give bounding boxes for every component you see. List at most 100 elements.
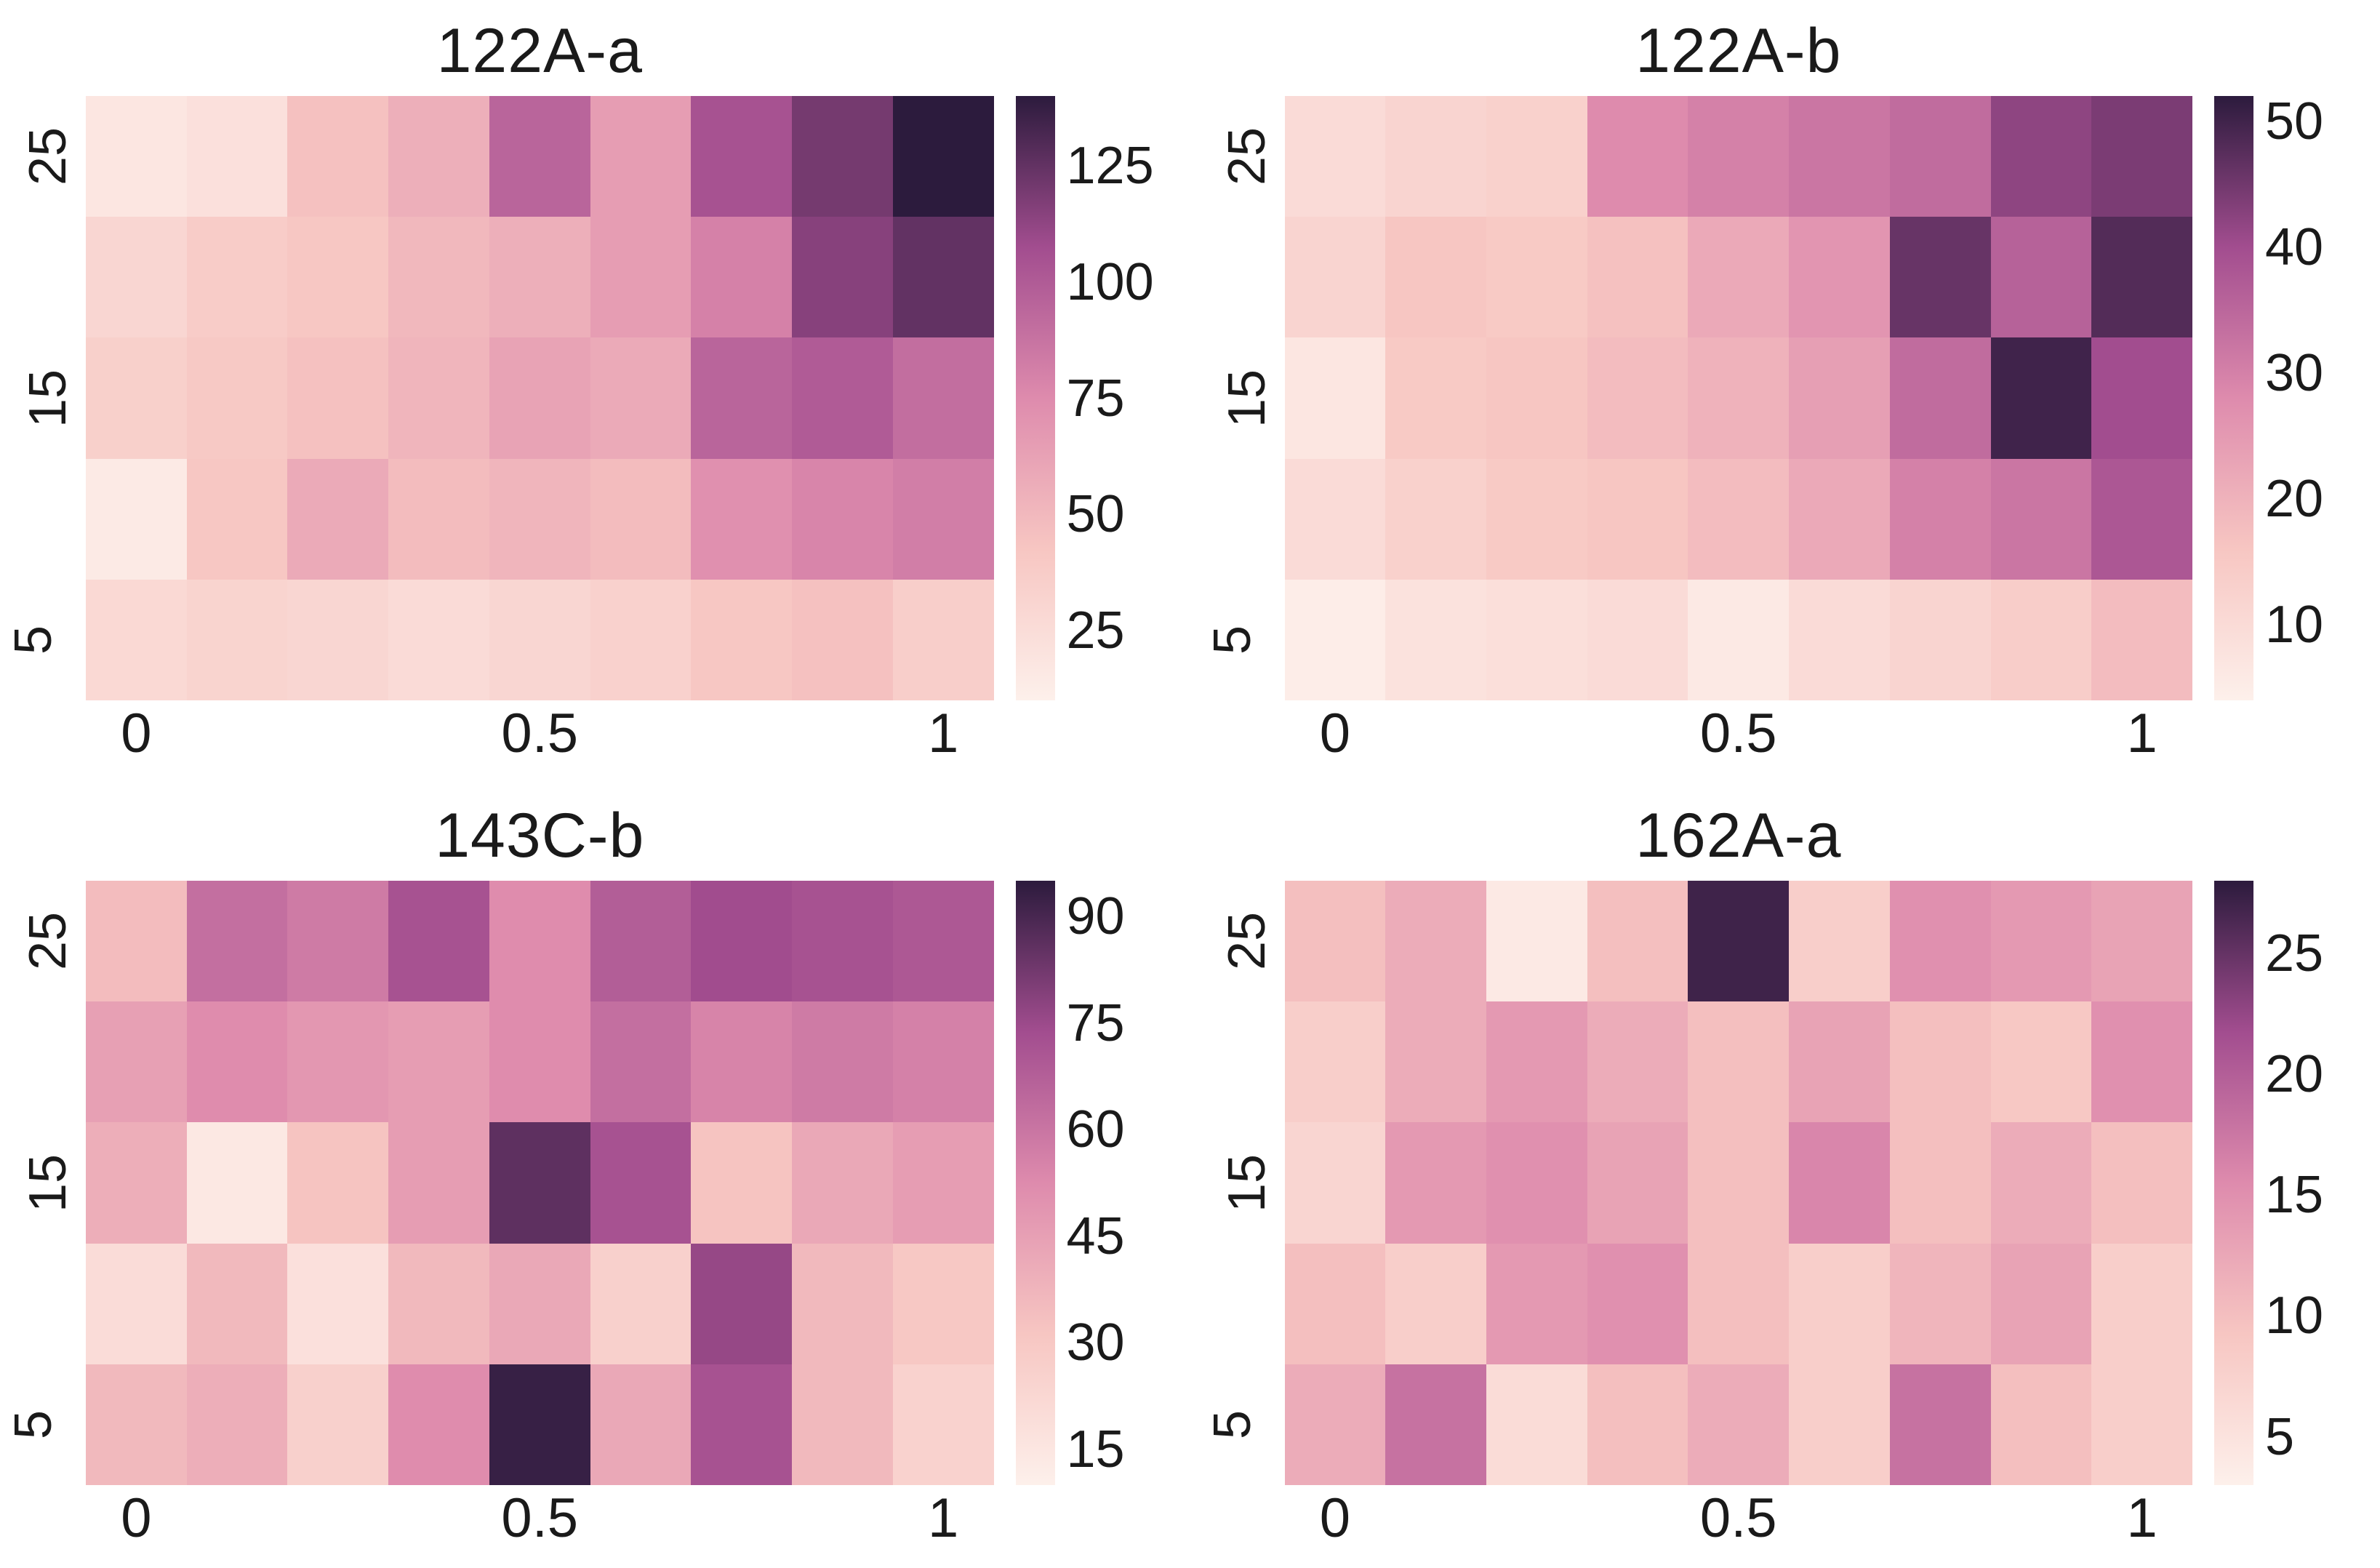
panel-title: 143C-b (435, 801, 645, 871)
heatmap-cell (590, 96, 692, 217)
panel-122A-b: 122A-b 25 15 5 10 20 30 40 50 0 0.5 1 (1203, 10, 2360, 776)
heatmap-cell (489, 217, 590, 338)
heatmap-cell (1284, 1243, 1386, 1364)
x-axis-ticks: 0 0.5 1 (1285, 700, 2193, 776)
heatmap-cell (287, 337, 389, 459)
heatmap-cell (1385, 1364, 1486, 1485)
heatmap-cell (691, 1001, 793, 1123)
heatmap-cell (1385, 337, 1486, 459)
heatmap-cell (2091, 217, 2192, 338)
heatmap-cell (86, 1001, 187, 1123)
heatmap-cell (892, 458, 994, 580)
heatmap-cell (1486, 1364, 1587, 1485)
heatmap-cell (892, 337, 994, 459)
heatmap-cell (1789, 1001, 1890, 1123)
colorbar-tick-label: 60 (1066, 1100, 1125, 1159)
heatmap-cell (892, 579, 994, 700)
heatmap-cell (1486, 96, 1587, 217)
heatmap-cell (1284, 1122, 1386, 1244)
heatmap-cell (1889, 1364, 1991, 1485)
heatmap-cell (691, 96, 793, 217)
heatmap-cell (388, 1364, 489, 1485)
heatmap-cell (1284, 458, 1386, 580)
heatmap-cell (186, 1122, 288, 1244)
heatmap-cell (86, 881, 187, 1002)
heatmap-cell (1889, 1122, 1991, 1244)
colorbar-tick-label: 30 (2265, 343, 2324, 402)
heatmap-cell (1587, 337, 1688, 459)
heatmap-cell (1990, 217, 2092, 338)
heatmap-cell (792, 1001, 893, 1123)
heatmap-cell (691, 881, 793, 1002)
heatmap-cell (489, 96, 590, 217)
heatmap-cell (186, 337, 288, 459)
heatmap-cell (1789, 96, 1890, 217)
heatmap-cell (287, 1001, 389, 1123)
heatmap-cell (1789, 1364, 1890, 1485)
heatmap-cell (892, 217, 994, 338)
heatmap-cell (1385, 1122, 1486, 1244)
heatmap-cell (186, 1243, 288, 1364)
colorbar-tick-label: 50 (2265, 92, 2324, 151)
colorbar-tick-label: 25 (2265, 924, 2324, 983)
heatmap-cell (1587, 1001, 1688, 1123)
heatmap-cell (388, 96, 489, 217)
heatmap-cell (1990, 1364, 2092, 1485)
panel-162A-a: 162A-a 25 15 5 5 10 15 20 25 0 0.5 1 (1203, 795, 2360, 1561)
heatmap-cell (892, 1243, 994, 1364)
heatmap-cell (590, 579, 692, 700)
heatmap-cell (1889, 1243, 1991, 1364)
colorbar: 5 10 15 20 25 (2192, 881, 2360, 1485)
heatmap-cell (186, 579, 288, 700)
heatmap-cell (1688, 1122, 1790, 1244)
heatmap-cell (388, 1122, 489, 1244)
heatmap-cell (186, 1001, 288, 1123)
heatmap-cell (1789, 579, 1890, 700)
colorbar-tick-label: 45 (1066, 1207, 1125, 1265)
heatmap-cell (1990, 1243, 2092, 1364)
heatmap-cell (388, 881, 489, 1002)
y-tick-label: 15 (19, 1153, 78, 1212)
y-tick-label: 25 (19, 127, 78, 186)
heatmap-cell (1789, 458, 1890, 580)
colorbar-tick-label: 25 (1066, 601, 1125, 660)
colorbar-ticks: 25 50 75 100 125 (1055, 96, 1161, 700)
heatmap-cell (1284, 337, 1386, 459)
x-tick-label: 1 (927, 703, 959, 764)
colorbar-ticks: 10 20 30 40 50 (2253, 92, 2360, 700)
heatmap-cell (691, 337, 793, 459)
heatmap-cell (388, 1001, 489, 1123)
heatmap-cell (86, 458, 187, 580)
heatmap-cell (1587, 96, 1688, 217)
colorbar-ticks: 5 10 15 20 25 (2253, 881, 2360, 1485)
heatmap-cell (489, 1122, 590, 1244)
heatmap-cell (1587, 881, 1688, 1002)
heatmap-cell (1385, 579, 1486, 700)
heatmap-cell (792, 1364, 893, 1485)
heatmap-cell (691, 217, 793, 338)
colorbar-tick-label: 20 (2265, 1044, 2324, 1103)
heatmap-cell (1486, 1122, 1587, 1244)
heatmap-cell (2091, 1243, 2192, 1364)
colorbar-tick-label: 30 (1066, 1313, 1125, 1372)
heatmap-cell (1990, 458, 2092, 580)
heatmap-cell (792, 579, 893, 700)
colorbar: 15 30 45 60 75 90 (994, 881, 1161, 1485)
colorbar: 10 20 30 40 50 (2192, 92, 2360, 700)
heatmap-cell (489, 337, 590, 459)
heatmap-grid (1284, 96, 2192, 700)
heatmap-cell (1385, 458, 1486, 580)
heatmap-cell (186, 96, 288, 217)
heatmap-cell (792, 337, 893, 459)
x-tick-label: 0.5 (501, 703, 579, 764)
heatmap-cell (489, 458, 590, 580)
heatmap-cell (1385, 881, 1486, 1002)
heatmap-cell (1284, 1001, 1386, 1123)
heatmap-cell (2091, 96, 2192, 217)
colorbar-tick-label: 10 (2265, 596, 2324, 655)
heatmap-cell (1688, 217, 1790, 338)
heatmap-cell (892, 1001, 994, 1123)
heatmap-cell (1688, 1243, 1790, 1364)
heatmap-cell (1889, 96, 1991, 217)
